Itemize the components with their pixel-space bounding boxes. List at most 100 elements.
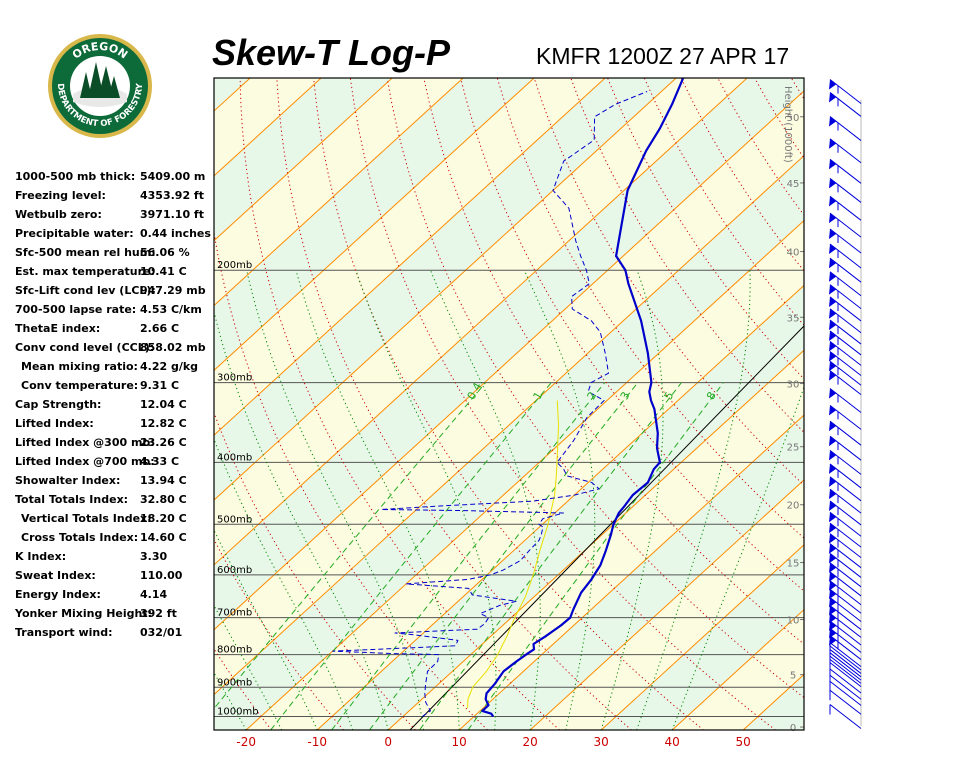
height-tick-label: 15	[787, 559, 800, 570]
index-value: 0.44 inches	[140, 227, 211, 240]
isobar-label: 800mb	[217, 645, 252, 656]
index-value: 4353.92 ft	[140, 189, 204, 202]
dry-adiabat	[460, 78, 804, 592]
index-value: 2.66 C	[140, 322, 180, 335]
tree-icon	[80, 62, 120, 98]
wind-barb	[829, 571, 862, 597]
mixing-ratio-line	[331, 382, 606, 730]
index-label: Conv temperature:	[21, 379, 139, 392]
isotherm-line	[214, 78, 393, 242]
height-axis-label: Height (1000ft)	[782, 86, 793, 163]
wind-barb	[829, 92, 862, 117]
stability-indices-list: 1000-500 mb thick: 5409.00 m Freezing leve…	[15, 170, 215, 645]
index-row: Sfc-500 mean rel hum: 56.06 %	[15, 246, 215, 265]
dry-adiabat	[386, 78, 804, 699]
wind-barb	[829, 330, 862, 356]
height-tick-label: 20	[787, 501, 800, 512]
index-row: Lifted Index: 12.82 C	[15, 417, 215, 436]
index-value: 14.60 C	[140, 531, 187, 544]
wind-barb	[829, 435, 862, 461]
dry-adiabat	[276, 78, 632, 730]
dry-adiabat	[828, 78, 960, 730]
isotherm-band	[214, 90, 804, 695]
index-row: ThetaE index: 2.66 C	[15, 322, 215, 341]
isotherm-line	[0, 78, 37, 730]
index-value: 110.00	[140, 569, 183, 582]
mixing-ratio-line	[467, 382, 724, 730]
wind-barb	[829, 463, 862, 489]
isotherm-line	[214, 78, 677, 501]
index-value: 032/01	[140, 626, 183, 639]
index-label: Sweat Index:	[15, 569, 96, 582]
index-value: 858.02 mb	[140, 341, 206, 354]
index-row: 700-500 lapse rate: 4.53 C/km	[15, 303, 215, 322]
height-tick-label: 10	[787, 616, 800, 627]
index-label: Showalter Index:	[15, 474, 121, 487]
isotherm-band	[214, 78, 804, 630]
wind-barb	[829, 612, 862, 638]
wind-barb	[829, 605, 862, 630]
height-tick-label: 0	[790, 723, 796, 734]
index-label: Sfc-Lift cond lev (LCL):	[15, 284, 156, 297]
isotherm-line	[529, 479, 804, 730]
wind-barb	[829, 212, 862, 238]
dry-adiabat	[214, 411, 416, 730]
isotherm-band	[0, 78, 108, 730]
index-label: Vertical Totals Index:	[21, 512, 152, 525]
wind-barb	[829, 228, 862, 254]
index-value: 3.30	[140, 550, 168, 563]
index-label: Total Totals Index:	[15, 493, 129, 506]
isotherm-line	[814, 78, 960, 730]
parcel-trace-line	[467, 400, 559, 709]
isotherm-band	[214, 155, 804, 730]
index-label: Precipitable water:	[15, 227, 134, 240]
index-row: Total Totals Index: 32.80 C	[15, 493, 215, 512]
index-value: 947.29 mb	[140, 284, 206, 297]
x-tick-label: 40	[665, 735, 680, 749]
wind-barb	[829, 341, 862, 366]
wind-barb	[829, 319, 862, 345]
index-label: 1000-500 mb thick:	[15, 170, 136, 183]
x-tick-label: 30	[594, 735, 609, 749]
wind-barb	[829, 178, 862, 203]
index-row: Est. max temperature: 10.41 C	[15, 265, 215, 284]
wind-barb	[829, 420, 862, 446]
index-row: Sfc-Lift cond lev (LCL): 947.29 mb	[15, 284, 215, 303]
index-value: 32.80 C	[140, 493, 187, 506]
wind-barb	[829, 296, 862, 322]
wind-barb	[829, 284, 862, 310]
isotherm-band	[0, 78, 179, 730]
isotherm-line	[214, 155, 804, 696]
index-row: Cap Strength: 12.04 C	[15, 398, 215, 417]
dry-adiabat	[0, 78, 127, 730]
index-value: 12.82 C	[140, 417, 187, 430]
mixing-ratio-line	[369, 382, 639, 730]
wind-barb	[829, 580, 862, 606]
isobar-label: 700mb	[217, 608, 252, 619]
moist-adiabat	[214, 309, 389, 730]
dry-adiabat	[423, 78, 804, 645]
mixing-ratio-line	[214, 382, 487, 710]
isobar-label: 400mb	[217, 452, 252, 463]
index-label: K Index:	[15, 550, 67, 563]
index-value: 13.94 C	[140, 474, 187, 487]
index-row: Yonker Mixing Height: 392 ft	[15, 607, 215, 626]
wind-barb	[829, 195, 862, 221]
plot-frame	[213, 77, 805, 731]
isotherm-line	[600, 544, 804, 730]
dry-adiabat	[902, 78, 960, 730]
index-label: Transport wind:	[15, 626, 113, 639]
index-label: Lifted Index @300 mb:	[15, 436, 155, 449]
index-row: Freezing level: 4353.92 ft	[15, 189, 215, 208]
wind-barb	[829, 271, 862, 297]
isotherm-line	[0, 78, 108, 730]
x-tick-label: 10	[452, 735, 467, 749]
chart-title: Skew-T Log-P	[212, 32, 451, 73]
index-value: 9.31 C	[140, 379, 180, 392]
wind-barb	[829, 635, 862, 660]
dry-adiabat	[865, 78, 960, 730]
wind-barb	[829, 620, 862, 646]
index-row: 1000-500 mb thick: 5409.00 m	[15, 170, 215, 189]
index-row: Lifted Index @300 mb: 23.26 C	[15, 436, 215, 455]
index-label: Sfc-500 mean rel hum:	[15, 246, 156, 259]
